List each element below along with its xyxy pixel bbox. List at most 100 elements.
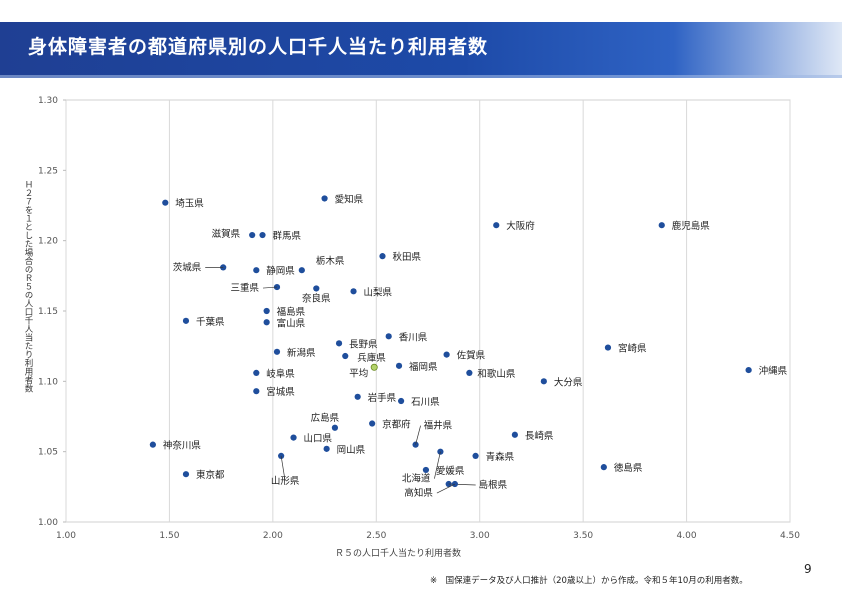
data-point (290, 434, 297, 441)
point-label: 鹿児島県 (672, 220, 711, 232)
data-point (350, 288, 357, 295)
y-tick-label: 1.15 (38, 307, 58, 317)
point-label: 群馬県 (273, 230, 302, 242)
point-label: 大阪府 (506, 220, 535, 232)
y-tick-label: 1.25 (38, 166, 58, 176)
point-label: 埼玉県 (175, 198, 204, 210)
point-label: 岩手県 (368, 392, 397, 404)
point-label: 奈良県 (302, 292, 331, 304)
point-label: 宮城県 (266, 386, 295, 398)
point-label: 島根県 (479, 479, 508, 491)
x-tick-label: 3.50 (573, 531, 593, 541)
data-point (493, 222, 500, 229)
point-label: 福井県 (424, 420, 453, 432)
plot-frame (65, 99, 791, 523)
point-label: 大分県 (554, 376, 583, 388)
point-label: 山口県 (304, 434, 333, 445)
point-label: 広島県 (311, 412, 340, 424)
x-tick-label: 1.00 (56, 531, 76, 541)
data-point (385, 333, 392, 340)
data-point (313, 285, 320, 292)
point-label: 愛知県 (335, 193, 364, 205)
data-point (511, 431, 518, 438)
data-point (249, 231, 256, 239)
y-axis-label: Ｈ２７を１とした場合のＲ５の人口千人当たり利用者数 (23, 180, 33, 393)
data-point (182, 317, 190, 324)
data-point (472, 452, 479, 459)
point-label: 千葉県 (196, 316, 225, 328)
point-label: 平均 (349, 367, 368, 379)
data-point (182, 471, 190, 478)
y-tick-label: 1.20 (38, 237, 58, 247)
point-label: 青森県 (486, 451, 515, 463)
point-label: 長崎県 (525, 430, 554, 442)
data-point (331, 424, 339, 431)
y-tick-label: 1.00 (38, 518, 58, 528)
data-point (395, 362, 403, 369)
data-point (600, 464, 607, 471)
point-label: 宮崎県 (618, 343, 647, 355)
point-label: 茨城県 (173, 261, 202, 273)
point-label: 香川県 (399, 332, 428, 343)
point-label: 岐阜県 (266, 368, 295, 380)
point-label: 東京都 (196, 469, 225, 481)
leader-line (280, 455, 286, 481)
point-label: 沖縄県 (759, 365, 788, 377)
x-tick-label: 1.50 (159, 531, 179, 541)
data-point (379, 253, 386, 260)
y-tick-label: 1.10 (38, 377, 58, 387)
point-label: 滋賀県 (212, 228, 241, 240)
x-axis-label: Ｒ５の人口千人当たり利用者数 (335, 549, 462, 559)
leader-line (415, 425, 421, 445)
data-point (253, 369, 260, 376)
point-label: 北海道 (402, 473, 431, 485)
data-point (398, 397, 405, 405)
point-label: 秋田県 (392, 251, 421, 263)
point-label: 静岡県 (266, 265, 295, 277)
average-point (370, 363, 378, 371)
data-point (342, 352, 349, 360)
leader-line (436, 483, 456, 494)
title-banner: 身体障害者の都道府県別の人口千人当たり利用者数 (0, 22, 842, 78)
point-label: 富山県 (277, 317, 306, 329)
data-point (263, 319, 270, 326)
point-label: 岡山県 (337, 445, 366, 456)
data-point (466, 369, 473, 376)
leader-line (262, 286, 278, 289)
point-label: 新潟県 (287, 347, 316, 359)
data-point (259, 231, 266, 239)
point-label: 神奈川県 (163, 440, 202, 452)
data-point (149, 441, 156, 448)
point-label: 山梨県 (364, 286, 393, 298)
x-tick-label: 2.00 (263, 531, 283, 541)
point-label: 徳島県 (614, 462, 643, 474)
y-tick-label: 1.30 (38, 96, 58, 106)
data-point (540, 378, 547, 385)
point-label: 兵庫県 (357, 352, 386, 364)
data-point (422, 466, 430, 474)
point-label: 石川県 (411, 397, 440, 408)
data-point (658, 222, 665, 229)
x-tick-label: 3.00 (470, 531, 490, 541)
point-label: 福岡県 (409, 361, 438, 373)
y-tick-label: 1.05 (38, 448, 58, 458)
data-point (273, 348, 281, 355)
banner-stripe (0, 75, 842, 78)
x-tick-label: 2.50 (366, 531, 386, 541)
point-label: 佐賀県 (457, 350, 486, 362)
data-point (253, 267, 260, 274)
point-label: 長野県 (349, 339, 378, 350)
point-label: 栃木県 (316, 255, 345, 267)
footnote: ※ 国保連データ及び人口推計（20歳以上）から作成。令和５年10月の利用者数。 (430, 576, 748, 586)
data-point (354, 393, 361, 400)
data-point (604, 344, 612, 351)
page-number: 9 (804, 562, 812, 576)
data-point (253, 388, 260, 395)
point-label: 福島県 (277, 306, 306, 318)
leader-line (434, 451, 441, 479)
point-label: 京都府 (382, 419, 411, 431)
point-label: 和歌山県 (477, 368, 516, 380)
page-title: 身体障害者の都道府県別の人口千人当たり利用者数 (28, 36, 489, 58)
data-point (369, 420, 376, 427)
